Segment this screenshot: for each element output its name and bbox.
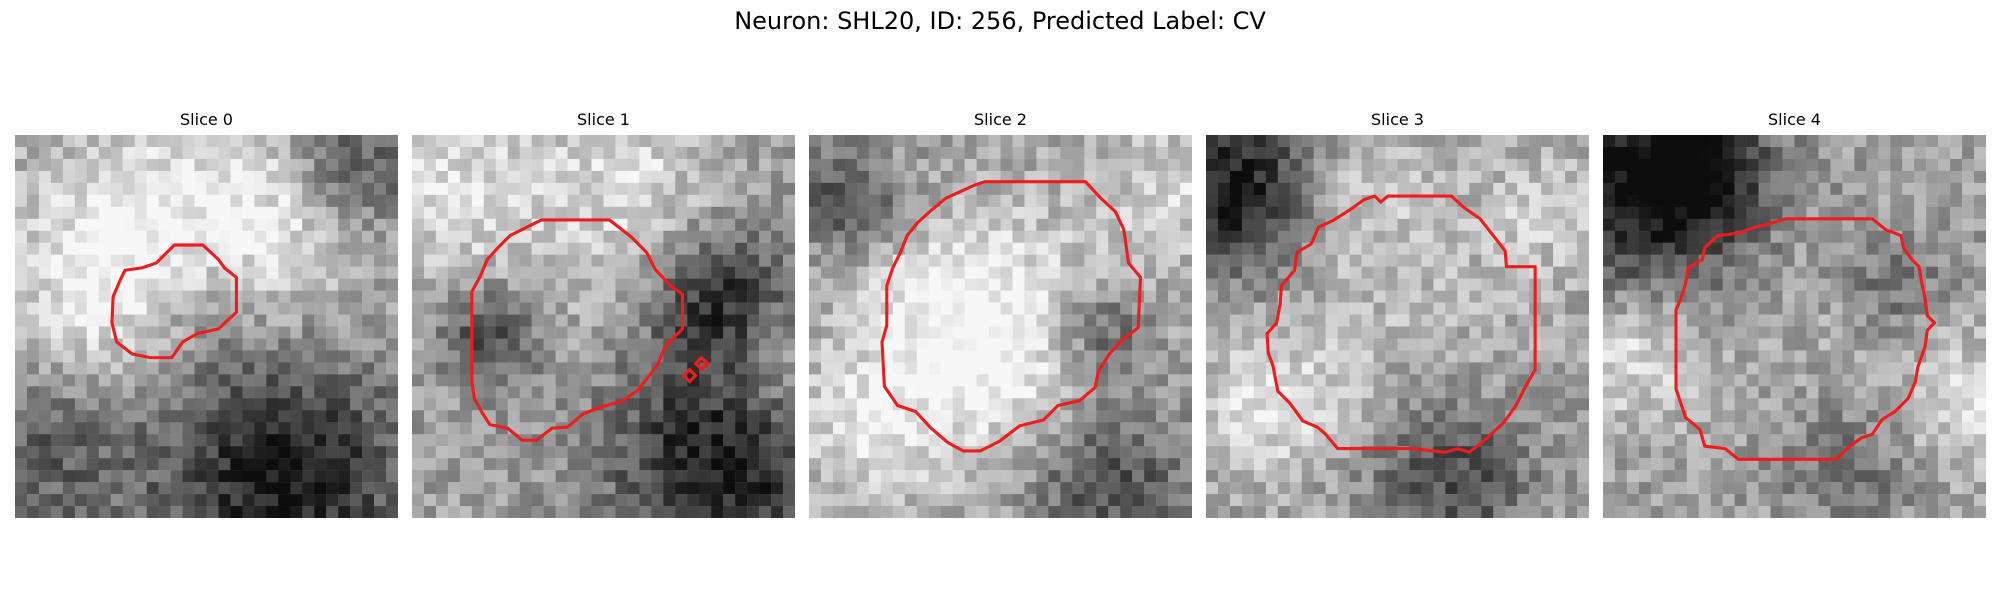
grayscale-pixels	[15, 135, 398, 518]
roi-contour	[880, 180, 1143, 453]
slice-panel-4: Slice 4	[1603, 110, 1986, 518]
roi-contour-small	[693, 355, 710, 372]
slice-panel-2: Slice 2	[809, 110, 1192, 518]
roi-contour-small	[681, 367, 698, 384]
grayscale-pixels	[1206, 135, 1589, 518]
slice-title: Slice 0	[180, 110, 233, 129]
slice-image-2	[809, 135, 1192, 518]
roi-contour	[110, 243, 238, 360]
slice-image-4	[1603, 135, 1986, 518]
roi-contour	[1265, 194, 1537, 454]
roi-contour	[1674, 217, 1937, 461]
slice-image-0	[15, 135, 398, 518]
grayscale-pixels	[809, 135, 1192, 518]
slice-title: Slice 2	[974, 110, 1027, 129]
figure-title: Neuron: SHL20, ID: 256, Predicted Label:…	[734, 7, 1266, 35]
roi-contour	[470, 218, 685, 442]
slice-title: Slice 1	[577, 110, 630, 129]
slice-panel-0: Slice 0	[15, 110, 398, 518]
slice-title: Slice 4	[1768, 110, 1821, 129]
slice-image-3	[1206, 135, 1589, 518]
slice-image-1	[412, 135, 795, 518]
slice-panel-3: Slice 3	[1206, 110, 1589, 518]
slice-title: Slice 3	[1371, 110, 1424, 129]
grayscale-pixels	[412, 135, 795, 518]
slice-panel-1: Slice 1	[412, 110, 795, 518]
